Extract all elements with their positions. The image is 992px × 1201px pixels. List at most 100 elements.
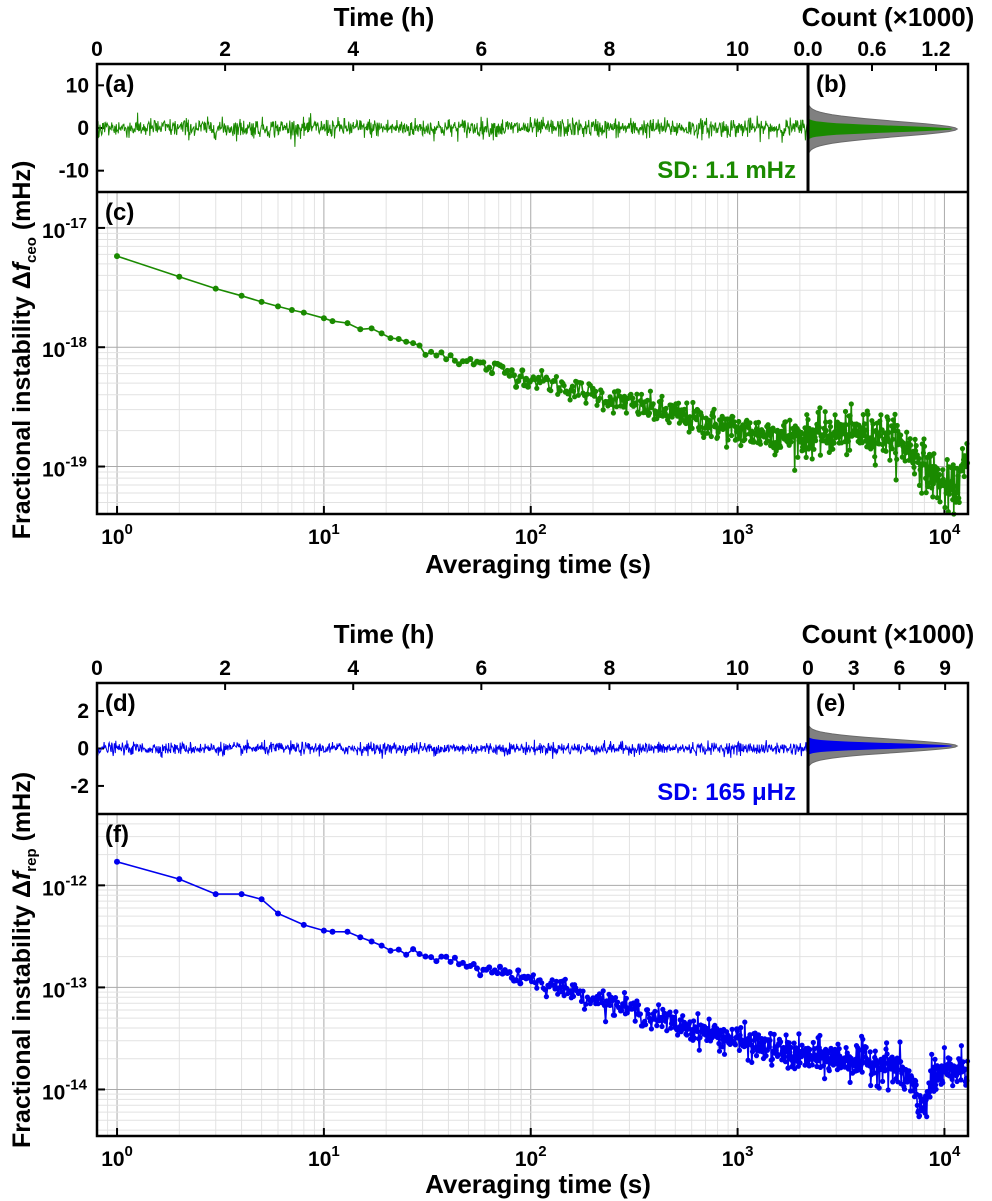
panel-c-point-449 [845, 432, 851, 438]
panel-f-point-54 [530, 972, 537, 978]
panel-f-point-206 [691, 1018, 697, 1024]
panel-c-point-44 [508, 367, 515, 374]
panel-f-point-69 [553, 978, 560, 985]
panel-c-point-401 [817, 405, 823, 411]
panel-c-point-271 [736, 418, 742, 425]
panel-f-point-494 [871, 1070, 877, 1076]
panel-c-point-153 [646, 410, 653, 416]
panel-c-point-13 [378, 330, 385, 337]
panel-f-point-118 [615, 999, 621, 1005]
panel-c-point-353 [788, 439, 794, 445]
panel-c-point-584 [921, 436, 927, 442]
panel-b-xtick-label-2: 1.2 [921, 38, 950, 61]
panel-c-point-234 [710, 414, 717, 420]
panel-f-point-594 [927, 1094, 933, 1100]
panel-c-point-94 [584, 391, 591, 397]
panel-c-point-19 [422, 351, 429, 358]
panel-f-point-588 [924, 1114, 930, 1120]
panel-c-point-588 [923, 490, 929, 496]
panel-c-point-22 [438, 349, 445, 356]
panel-f-point-193 [681, 1026, 687, 1032]
panel-f-point-365 [796, 1031, 802, 1037]
panel-c-point-195 [681, 406, 688, 412]
panel-c-point-264 [731, 419, 737, 425]
panel-c-point-493 [870, 421, 876, 427]
panel-c-point-400 [816, 424, 822, 430]
panel-f-point-462 [853, 1056, 859, 1062]
panel-c-point-198 [684, 400, 690, 406]
panel-f-point-654 [960, 1059, 966, 1065]
panel-f-point-370 [799, 1042, 805, 1048]
panel-b-xtick-label-0: 0.0 [793, 38, 822, 61]
panel-a-xtick-label-0: 0 [91, 38, 103, 61]
panel-f-point-241 [716, 1040, 722, 1047]
panel-f-point-212 [695, 1011, 701, 1017]
panel-c-point-453 [847, 413, 853, 419]
panel-c-point-45 [511, 372, 517, 379]
panel-c-point-3 [238, 292, 245, 299]
panel-f-point-597 [929, 1051, 935, 1057]
panel-c-point-411 [823, 419, 829, 425]
panel-f-point-64 [546, 984, 552, 990]
panel-c-point-645 [955, 490, 961, 496]
panel-f-point-335 [778, 1039, 784, 1045]
panel-f-point-56 [534, 985, 540, 991]
panel-f-point-9 [344, 928, 351, 935]
panel-c-point-597 [928, 472, 934, 478]
panel-c-point-88 [575, 392, 582, 398]
panel-f-point-21 [438, 953, 445, 960]
bottom-frame [95, 681, 970, 1138]
panel-f-point-90 [580, 988, 586, 994]
panel-b-panel-label: (b) [816, 71, 847, 98]
panel-c-point-157 [650, 401, 656, 407]
panel-f-point-71 [556, 985, 562, 991]
panel-f-point-31 [477, 972, 484, 979]
panel-c-point-527 [889, 446, 895, 452]
panel-c-point-587 [923, 475, 929, 481]
panel-e-panel-label: (e) [816, 690, 845, 717]
panel-c-point-219 [699, 415, 705, 421]
panel-c-point-589 [924, 463, 930, 470]
panel-f-point-46 [515, 967, 522, 974]
panel-f-point-288 [748, 1037, 754, 1044]
panel-f-point-468 [856, 1047, 862, 1053]
panel-c-point-576 [916, 482, 923, 488]
panel-e-xtick-label-1: 3 [848, 657, 860, 680]
panel-f-ytick-label-2: 10-14 [42, 1076, 88, 1104]
panel-c-point-43 [506, 372, 513, 379]
panel-d-series-line [96, 739, 808, 759]
panel-c-point-550 [902, 458, 908, 464]
panel-f-point-643 [954, 1078, 960, 1085]
panel-f-point-530 [891, 1068, 898, 1074]
panel-c-point-514 [882, 430, 888, 436]
panel-f-ytick-label-1: 10-13 [42, 974, 87, 1002]
panel-c-point-29 [467, 356, 474, 362]
panel-f-point-10 [357, 934, 364, 941]
panel-f-point-556 [906, 1068, 912, 1074]
panel-f-point-42 [506, 969, 513, 976]
count-axis-title: Count (×1000) [802, 2, 975, 32]
panel-f-point-433 [836, 1046, 842, 1052]
panel-c-point-235 [711, 406, 717, 412]
panel-c-point-536 [894, 422, 900, 429]
panel-f-point-45 [513, 977, 520, 984]
panel-c-point-446 [843, 422, 849, 428]
panel-f-point-1 [176, 876, 183, 883]
panel-f-point-62 [543, 994, 550, 1000]
panel-c-point-564 [910, 460, 916, 466]
panel-c-point-419 [827, 424, 834, 430]
panel-c-point-240 [714, 434, 721, 440]
panel-c-point-653 [959, 468, 965, 474]
panel-f-point-24 [451, 954, 458, 961]
panel-c-panel-label: (c) [105, 199, 134, 226]
panel-c-point-120 [616, 388, 622, 394]
panel-f-point-4 [258, 896, 265, 903]
panel-f-point-172 [664, 1028, 670, 1034]
panel-c-point-427 [832, 412, 838, 418]
panel-c-xtick-label-1: 101 [308, 521, 340, 549]
panel-c-point-567 [911, 471, 918, 477]
panel-c-ytick-label-0: 10-17 [42, 215, 87, 243]
panel-c-point-635 [949, 478, 955, 484]
panel-a-xtick-label-1: 2 [219, 38, 231, 61]
panel-f-point-214 [696, 1047, 702, 1053]
